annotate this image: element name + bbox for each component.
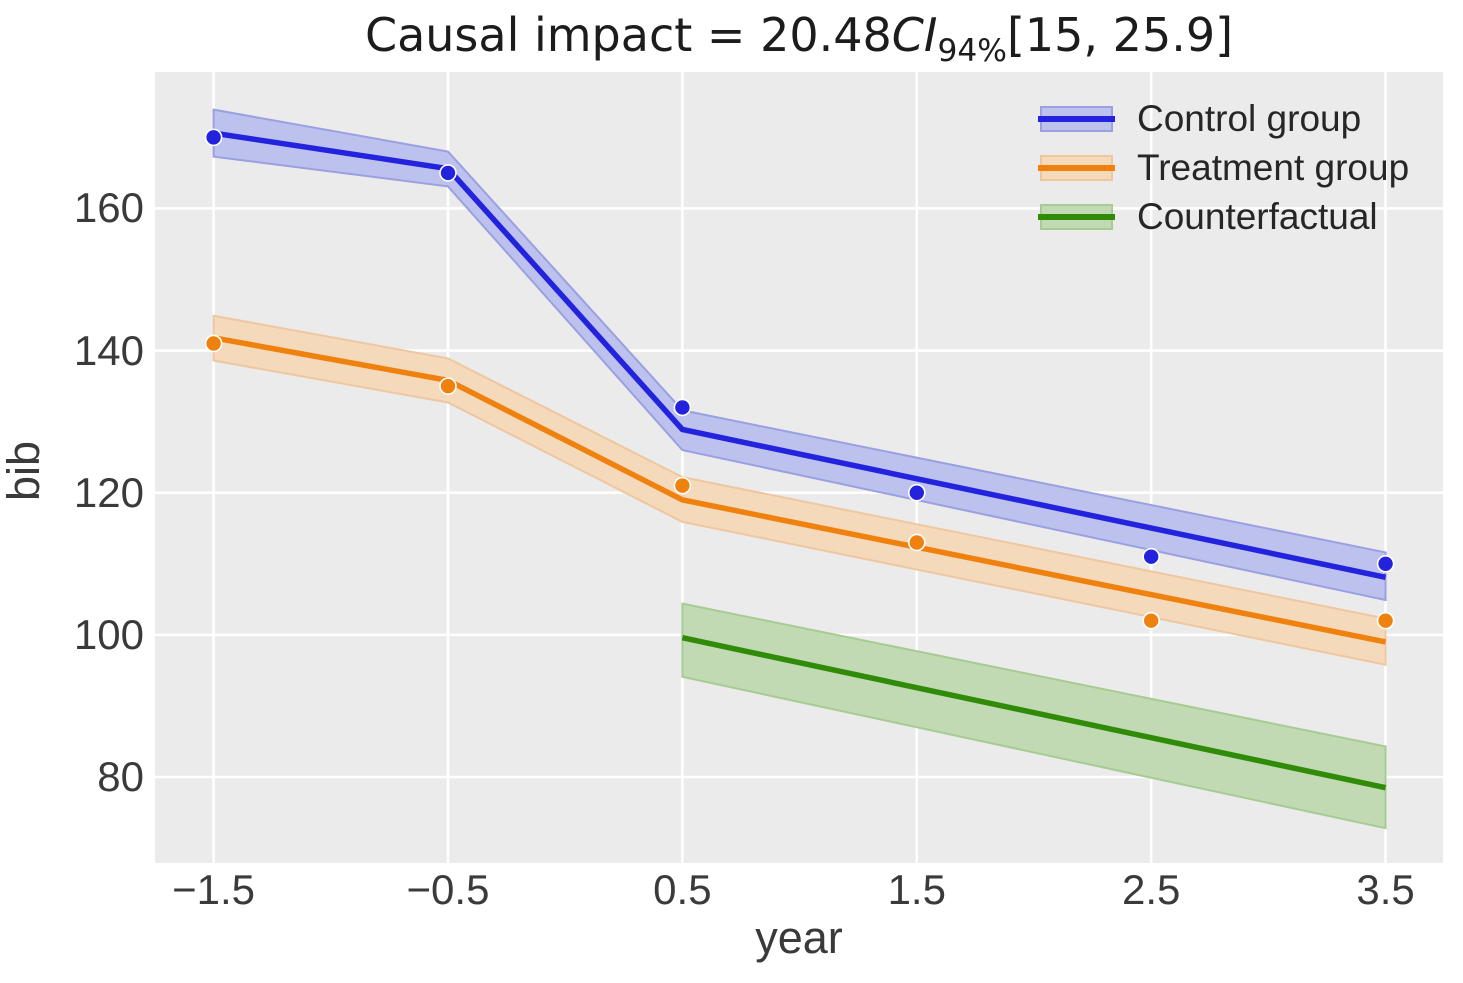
legend-swatch-counterfactual (1038, 203, 1115, 230)
y-axis-label: bib (0, 440, 49, 502)
scatter-point-control-group (1142, 547, 1160, 566)
legend-label-treatment-group: Treatment group (1137, 146, 1410, 188)
title-ci-symbol: CI (891, 8, 938, 62)
legend-line-control-group (1038, 115, 1115, 122)
legend-line-counterfactual (1038, 213, 1115, 220)
y-tick-label: 140 (73, 326, 144, 374)
x-tick-label: 2.5 (1121, 866, 1181, 913)
y-tick-label: 100 (73, 610, 144, 658)
fit-line-treatment-group (213, 335, 1387, 645)
x-tick-label: −0.5 (406, 866, 490, 913)
legend-label-counterfactual: Counterfactual (1137, 195, 1378, 237)
title-ci-subscript: 94% (937, 33, 1007, 70)
scatter-point-control-group (907, 483, 926, 502)
scatter-point-treatment-group (439, 377, 457, 395)
scatter-point-treatment-group (1376, 611, 1395, 630)
x-tick-label: 1.5 (887, 866, 946, 913)
scatter-point-control-group (1376, 554, 1395, 573)
scatter-point-treatment-group (907, 533, 926, 552)
scatter-point-treatment-group (673, 476, 692, 495)
y-tick-label: 120 (73, 468, 144, 516)
legend-line-treatment-group (1038, 164, 1115, 171)
legend-item-treatment-group: Treatment group (1038, 143, 1410, 192)
legend-swatch-treatment-group (1038, 154, 1115, 181)
chart-title: Causal impact = 20.48CI94%[15, 25.9] (155, 8, 1443, 67)
scatter-point-control-group (204, 128, 223, 147)
confidence-band-treatment-group (212, 314, 1387, 666)
y-tick-label: 160 (73, 184, 144, 232)
scatter-point-treatment-group (1142, 611, 1160, 630)
scatter-point-control-group (439, 164, 457, 182)
legend-item-counterfactual: Counterfactual (1038, 192, 1409, 241)
confidence-band-counterfactual (681, 602, 1387, 830)
y-tick-label: 80 (97, 753, 144, 800)
scatter-point-treatment-group (204, 334, 223, 353)
legend-label-control-group: Control group (1137, 97, 1362, 139)
fit-line-counterfactual (681, 635, 1387, 791)
x-tick-label: 0.5 (653, 866, 712, 913)
legend: Control group Treatment group Counterfac… (1038, 94, 1410, 241)
x-tick-label: −1.5 (172, 866, 256, 913)
legend-swatch-control-group (1038, 105, 1115, 132)
x-axis-label: year (755, 912, 843, 963)
title-interval: [15, 25.9] (1006, 8, 1234, 62)
scatter-point-control-group (673, 398, 692, 417)
legend-item-control-group: Control group (1038, 94, 1409, 143)
fit-line-control-group (213, 130, 1387, 580)
title-prefix: Causal impact = 20.48 (364, 8, 892, 62)
x-tick-label: 3.5 (1356, 866, 1415, 913)
